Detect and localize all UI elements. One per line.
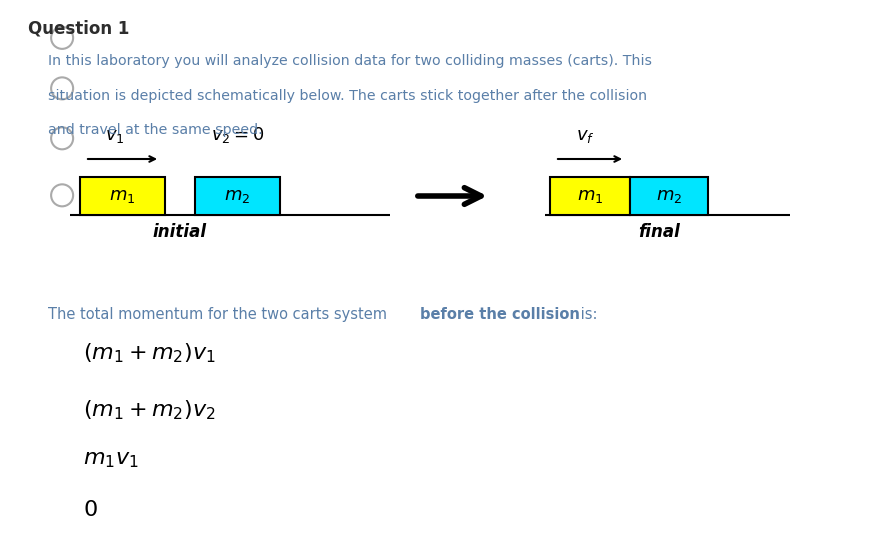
Bar	[630, 177, 708, 215]
Text: $m_1$: $m_1$	[109, 187, 136, 205]
Text: and travel at the same speed.: and travel at the same speed.	[48, 123, 262, 137]
Bar	[550, 177, 630, 215]
Bar	[195, 177, 280, 215]
Text: $m_1$: $m_1$	[577, 187, 603, 205]
Text: final: final	[638, 223, 680, 241]
Text: $m_2$: $m_2$	[656, 187, 682, 205]
Text: $v_1$: $v_1$	[105, 127, 124, 145]
Text: before the collision: before the collision	[420, 307, 580, 322]
Text: $v_2 = 0$: $v_2 = 0$	[211, 125, 264, 145]
Text: initial: initial	[153, 223, 207, 241]
Text: $0$: $0$	[83, 501, 98, 520]
Text: $(m_1 + m_2)v_2$: $(m_1 + m_2)v_2$	[83, 398, 215, 422]
Text: Question 1: Question 1	[28, 19, 130, 37]
Text: $(m_1 + m_2)v_1$: $(m_1 + m_2)v_1$	[83, 341, 216, 365]
Bar	[80, 177, 165, 215]
Text: $m_1 v_1$: $m_1 v_1$	[83, 450, 139, 470]
Text: is:: is:	[576, 307, 598, 322]
Text: The total momentum for the two carts system: The total momentum for the two carts sys…	[48, 307, 392, 322]
Text: In this laboratory you will analyze collision data for two colliding masses (car: In this laboratory you will analyze coll…	[48, 54, 652, 68]
Text: situation is depicted schematically below. The carts stick together after the co: situation is depicted schematically belo…	[48, 89, 648, 103]
Text: $m_2$: $m_2$	[224, 187, 250, 205]
Text: $v_f$: $v_f$	[576, 127, 594, 145]
